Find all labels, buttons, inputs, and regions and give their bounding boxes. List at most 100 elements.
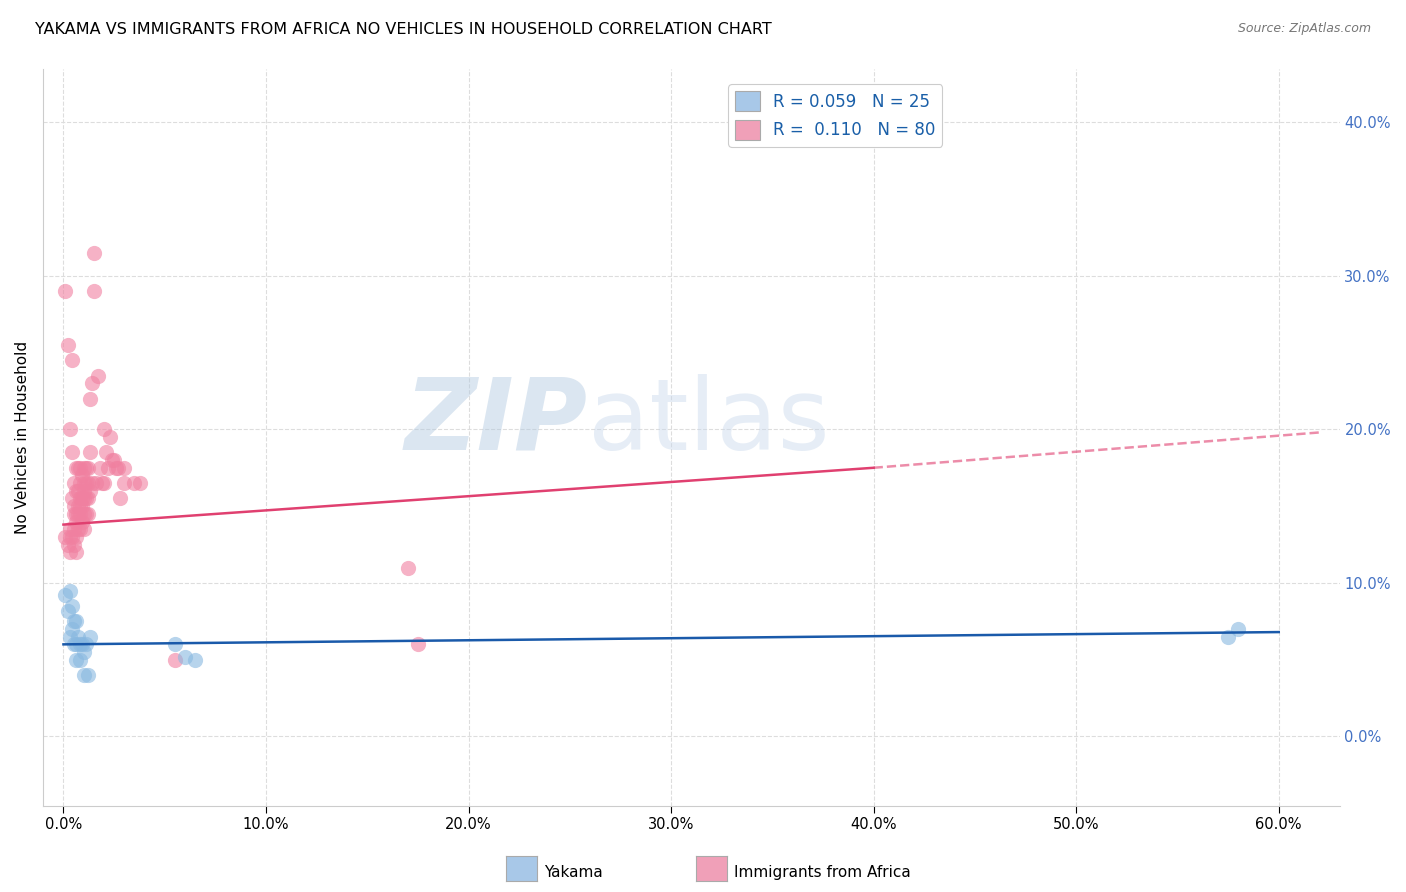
Point: [66, 522, 89, 536]
Point: [58, 522, 80, 536]
Point: [79, 630, 101, 644]
Point: [184, 653, 207, 667]
Point: [65, 460, 87, 475]
Point: [62, 476, 84, 491]
Legend: R = 0.059   N = 25, R =  0.110   N = 80: R = 0.059 N = 25, R = 0.110 N = 80: [728, 84, 942, 146]
Point: [73, 483, 96, 498]
Point: [69, 499, 91, 513]
Point: [112, 460, 135, 475]
Point: [70, 637, 93, 651]
Point: [62, 522, 84, 536]
Point: [73, 507, 96, 521]
Point: [75, 476, 97, 491]
Point: [58, 422, 80, 436]
Point: [70, 515, 93, 529]
Point: [69, 507, 91, 521]
Point: [124, 476, 146, 491]
Point: [56, 338, 79, 352]
Point: [105, 460, 128, 475]
Point: [396, 560, 419, 574]
Point: [94, 445, 117, 459]
Point: [65, 507, 87, 521]
Point: [75, 491, 97, 506]
Point: [62, 637, 84, 651]
Point: [62, 507, 84, 521]
Point: [108, 491, 131, 506]
Point: [90, 476, 112, 491]
Point: [84, 476, 107, 491]
Point: [73, 645, 96, 659]
Point: [87, 368, 110, 383]
Point: [62, 615, 84, 629]
Point: [73, 491, 96, 506]
Point: [75, 507, 97, 521]
Point: [58, 630, 80, 644]
Point: [163, 637, 186, 651]
Point: [93, 476, 115, 491]
Point: [89, 460, 111, 475]
Point: [73, 476, 96, 491]
Point: [65, 515, 87, 529]
Point: [70, 491, 93, 506]
Point: [62, 499, 84, 513]
Point: [62, 537, 84, 551]
Point: [60, 530, 83, 544]
Point: [66, 460, 89, 475]
Point: [66, 483, 89, 498]
Point: [65, 653, 87, 667]
Point: [60, 491, 83, 506]
Point: [80, 476, 103, 491]
Point: [55, 284, 77, 298]
Point: [112, 476, 135, 491]
Point: [174, 649, 197, 664]
Point: [73, 460, 96, 475]
Point: [69, 637, 91, 651]
Point: [70, 499, 93, 513]
Text: Yakama: Yakama: [544, 865, 603, 880]
Point: [79, 483, 101, 498]
Point: [73, 522, 96, 536]
Point: [97, 460, 120, 475]
Point: [75, 460, 97, 475]
Point: [65, 615, 87, 629]
Point: [76, 507, 98, 521]
Point: [60, 445, 83, 459]
Point: [80, 376, 103, 391]
Point: [79, 392, 101, 406]
Point: [56, 604, 79, 618]
Point: [69, 491, 91, 506]
Point: [60, 622, 83, 636]
Point: [65, 483, 87, 498]
Point: [76, 460, 98, 475]
Point: [98, 430, 121, 444]
Point: [58, 545, 80, 559]
Point: [83, 284, 105, 298]
Point: [1227, 622, 1250, 636]
Point: [60, 353, 83, 368]
Point: [101, 453, 124, 467]
Point: [58, 530, 80, 544]
Text: Source: ZipAtlas.com: Source: ZipAtlas.com: [1237, 22, 1371, 36]
Point: [60, 599, 83, 613]
Point: [83, 245, 105, 260]
Point: [69, 653, 91, 667]
Point: [76, 668, 98, 682]
Point: [76, 491, 98, 506]
Point: [70, 468, 93, 483]
Point: [107, 460, 129, 475]
Point: [76, 476, 98, 491]
Y-axis label: No Vehicles in Household: No Vehicles in Household: [15, 341, 30, 533]
Text: Immigrants from Africa: Immigrants from Africa: [734, 865, 911, 880]
Point: [58, 583, 80, 598]
Point: [163, 653, 186, 667]
Point: [56, 537, 79, 551]
Point: [73, 668, 96, 682]
Point: [66, 499, 89, 513]
Point: [69, 476, 91, 491]
Point: [66, 630, 89, 644]
Point: [75, 637, 97, 651]
Text: atlas: atlas: [588, 374, 830, 471]
Point: [103, 453, 125, 467]
Point: [65, 545, 87, 559]
Point: [65, 637, 87, 651]
